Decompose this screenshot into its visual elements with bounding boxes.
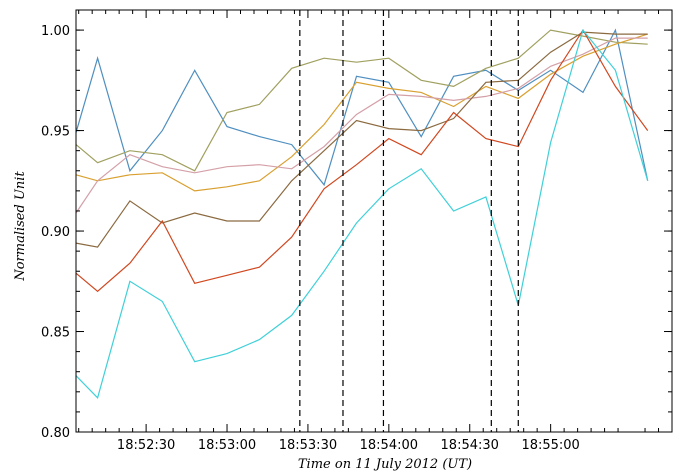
x-tick-label: 18:53:00: [198, 438, 256, 453]
x-tick-label: 18:54:30: [441, 438, 499, 453]
y-tick-label: 0.80: [41, 426, 70, 441]
axes: [75, 9, 673, 433]
y-tick-label: 0.85: [41, 326, 70, 341]
series-line-6: [75, 28, 649, 293]
tick-labels: 0.80 0.85 0.90 0.95 1.00 18:52:30 18:53:00 18:5…: [41, 24, 580, 453]
x-tick-label: 18:53:30: [279, 438, 337, 453]
series-group: [75, 28, 649, 399]
series-line-4: [75, 37, 648, 214]
x-tick-label: 18:54:00: [360, 438, 418, 453]
x-tick-label: 18:52:30: [117, 438, 175, 453]
y-tick-label: 1.00: [41, 24, 70, 39]
y-tick-label: 0.95: [41, 125, 70, 140]
series-line-2: [75, 29, 648, 172]
series-line-7: [75, 28, 649, 399]
series-line-5: [75, 31, 648, 248]
y-axis-title: Normalised Unit: [13, 171, 28, 282]
series-line-3: [75, 33, 648, 192]
y-tick-label: 0.90: [41, 225, 70, 240]
series-line-1: [75, 28, 649, 187]
x-axis-title: Time on 11 July 2012 (UT): [298, 457, 472, 472]
marker-lines: [299, 10, 519, 432]
x-tick-label: 18:55:00: [521, 438, 579, 453]
plot-frame: [75, 9, 673, 433]
